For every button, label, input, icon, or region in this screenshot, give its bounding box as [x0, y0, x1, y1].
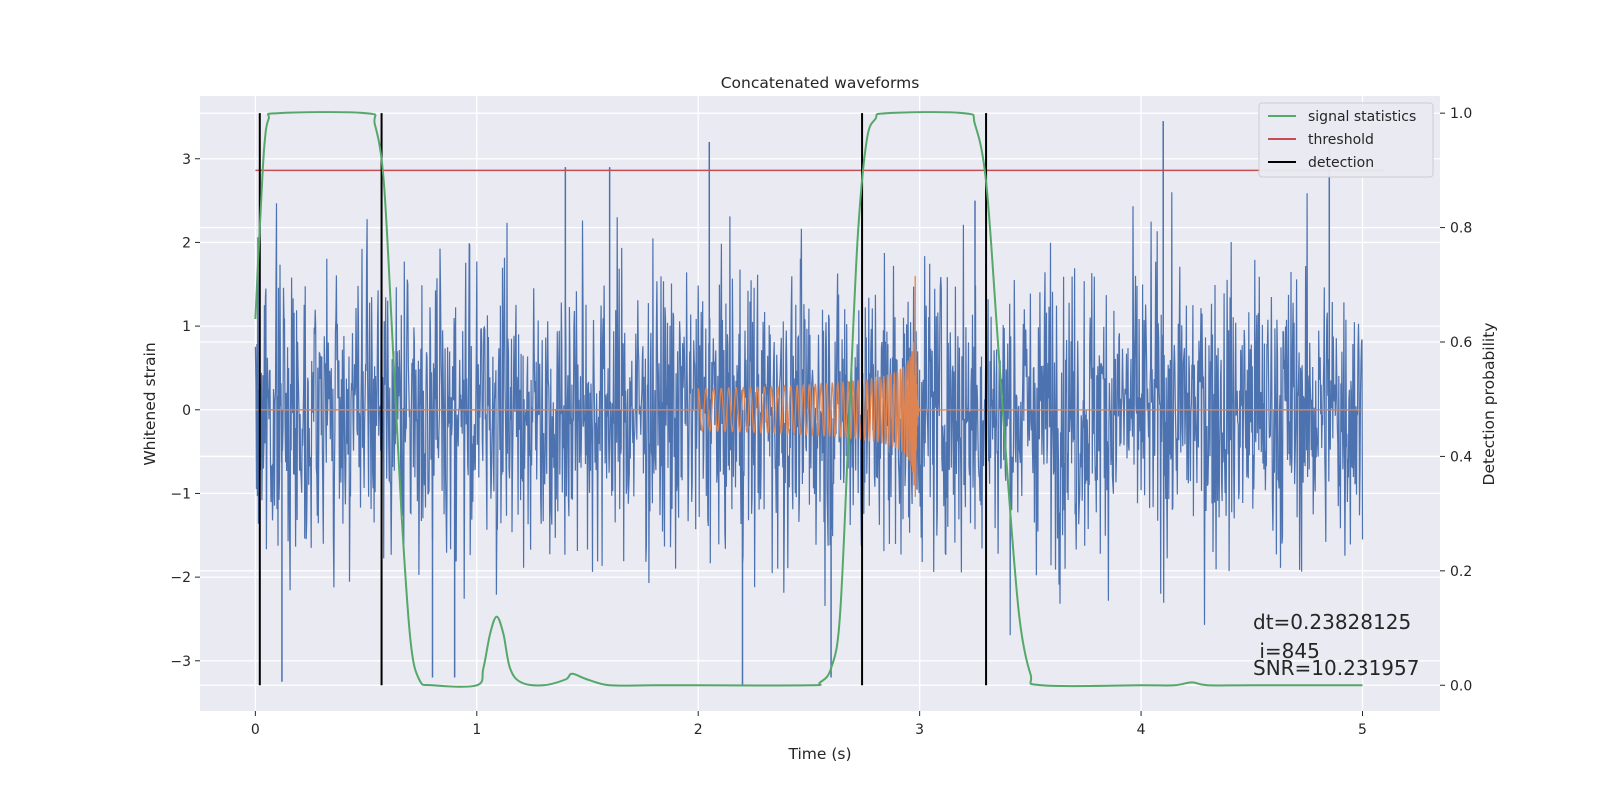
y-tick-label-6: 3	[182, 152, 191, 168]
legend-label-signal-statistics: signal statistics	[1308, 109, 1416, 125]
y-axis-label: Whitened strain	[141, 342, 159, 465]
y-tick-label-4: 1	[182, 319, 191, 335]
legend-box	[1258, 102, 1434, 178]
noise-strain-line	[254, 192, 1364, 636]
y2-tick-label-5: 1.0	[1450, 106, 1472, 122]
x-tick-label-0: 0	[251, 722, 260, 738]
y2-tick-label-2: 0.4	[1450, 449, 1472, 465]
chirp-waveform-line	[255, 275, 1363, 497]
y2-tick-label-4: 0.8	[1450, 221, 1472, 237]
y-tick-label-1: −2	[170, 570, 191, 586]
x-tick-label-3: 3	[915, 722, 924, 738]
y2-axis-label: Detection probability	[1480, 323, 1498, 486]
series-layer	[254, 111, 1385, 688]
legend: signal statistics threshold detection	[1258, 102, 1434, 178]
y-tick-label-0: −3	[170, 654, 191, 670]
x-tick-label-2: 2	[694, 722, 703, 738]
annotation-snr: SNR=10.231957	[1253, 656, 1419, 680]
x-tick-label-4: 4	[1137, 722, 1146, 738]
signal-statistics-line	[254, 111, 1363, 688]
x-tick-label-5: 5	[1358, 722, 1367, 738]
y-tick-label-5: 2	[182, 235, 191, 251]
x-tick-label-1: 1	[472, 722, 481, 738]
y2-tick-label-3: 0.6	[1450, 335, 1472, 351]
legend-label-detection: detection	[1308, 155, 1374, 171]
y2-tick-label-1: 0.2	[1450, 564, 1472, 580]
y-tick-label-3: 0	[182, 403, 191, 419]
y2-tick-label-0: 0.0	[1450, 678, 1472, 694]
y-tick-label-2: −1	[170, 486, 191, 502]
x-axis-label: Time (s)	[787, 745, 851, 763]
axes-layer: 0 1 2 3 4 5 −3 −2 −1 0 1 2 3 0.0 0.2 0.4 0.6 0.8 1.0	[170, 106, 1472, 738]
annotation-index: i=845	[1253, 639, 1320, 663]
annotation-dt: dt=0.23828125	[1253, 610, 1411, 634]
chart-title: Concatenated waveforms	[721, 74, 920, 92]
legend-label-threshold: threshold	[1308, 132, 1374, 148]
